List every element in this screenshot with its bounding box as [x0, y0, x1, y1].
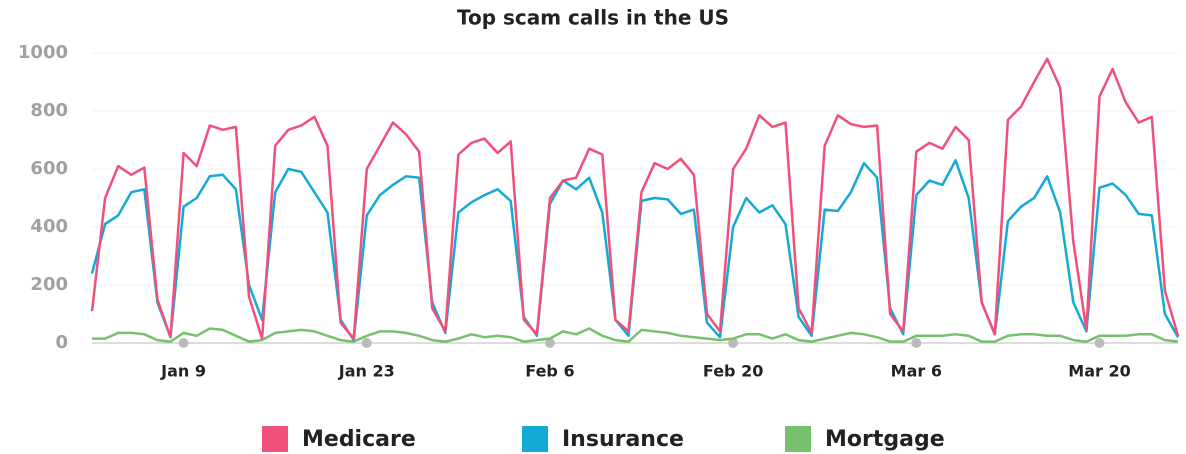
chart-title: Top scam calls in the US [457, 6, 729, 30]
y-tick-label: 200 [30, 274, 68, 295]
x-tick-dot [1094, 338, 1105, 348]
x-tick-label: Jan 23 [338, 362, 395, 381]
legend-label: Medicare [302, 427, 416, 452]
x-tick-label: Mar 20 [1068, 362, 1130, 381]
legend-label: Insurance [562, 427, 684, 452]
y-tick-label: 1000 [18, 42, 68, 63]
x-tick-dot [178, 338, 189, 348]
y-tick-label: 400 [30, 216, 68, 237]
series-line [90, 57, 1180, 340]
x-tick-dot [544, 338, 555, 348]
series-line [92, 327, 1179, 343]
legend-swatch [262, 426, 288, 452]
x-tick-label: Mar 6 [891, 362, 942, 381]
x-tick-dot [728, 338, 739, 348]
y-tick-label: 800 [30, 100, 68, 121]
y-tick-label: 600 [30, 158, 68, 179]
x-tick-label: Jan 9 [160, 362, 206, 381]
x-tick-label: Feb 6 [525, 362, 574, 381]
x-tick-dot [911, 338, 922, 348]
legend-swatch [522, 426, 548, 452]
x-tick-label: Feb 20 [703, 362, 763, 381]
legend-swatch [785, 426, 811, 452]
legend-label: Mortgage [825, 427, 945, 452]
y-tick-label: 0 [55, 332, 68, 353]
x-tick-dot [361, 338, 372, 348]
